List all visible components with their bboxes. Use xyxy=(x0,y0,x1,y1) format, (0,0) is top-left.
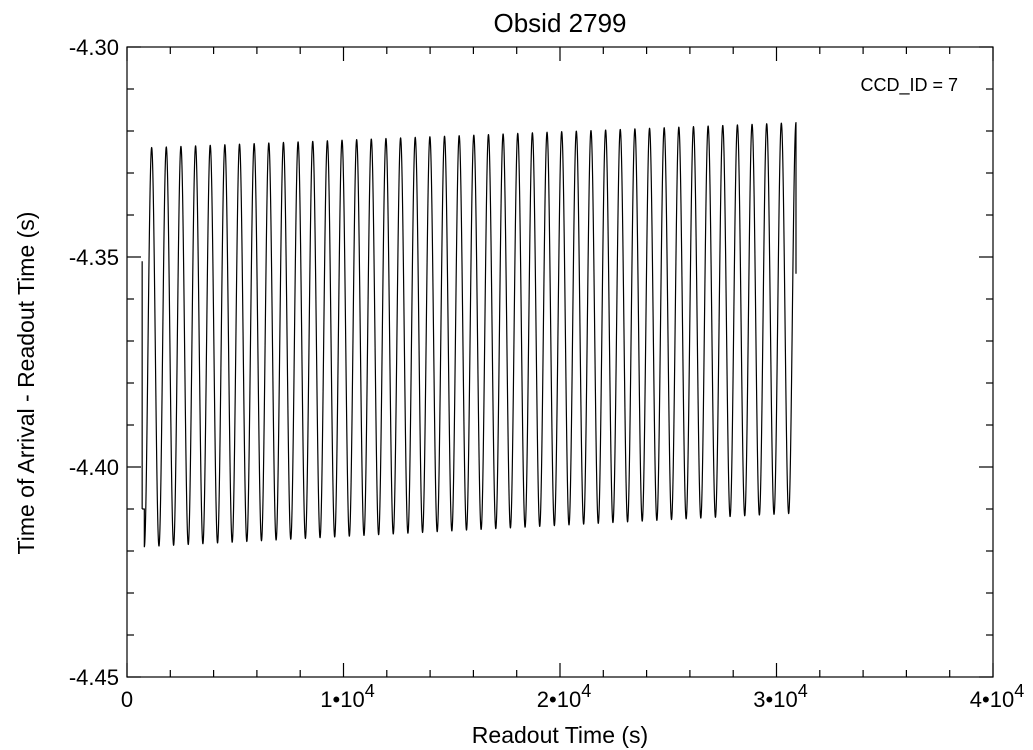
y-tick-label: -4.35 xyxy=(69,245,119,270)
y-tick-label: -4.30 xyxy=(69,35,119,60)
x-tick-label: 2•104 xyxy=(537,681,591,712)
y-axis-ticks: -4.30 -4.35 -4.40 -4.45 xyxy=(69,35,993,690)
series-line xyxy=(141,122,797,548)
ccd-id-annotation: CCD_ID = 7 xyxy=(860,75,958,96)
x-tick-label: 4•104 xyxy=(970,681,1024,712)
x-tick-label: 1•104 xyxy=(320,681,374,712)
plot-frame xyxy=(126,46,994,678)
y-tick-label: -4.40 xyxy=(69,455,119,480)
x-tick-label: 0 xyxy=(121,687,133,712)
y-axis-label: Time of Arrival - Readout Time (s) xyxy=(13,212,39,555)
x-tick-label: 3•104 xyxy=(753,681,807,712)
chart-title: Obsid 2799 xyxy=(494,8,627,38)
x-axis-ticks: 0 1•104 2•104 3•104 4•104 xyxy=(121,47,1024,712)
x-axis-label: Readout Time (s) xyxy=(472,722,648,748)
y-tick-label: -4.45 xyxy=(69,665,119,690)
series-group xyxy=(141,122,797,548)
